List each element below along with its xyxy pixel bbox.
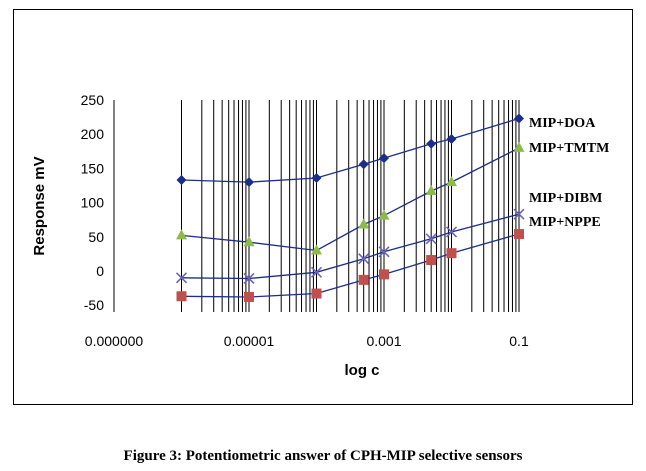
data-point [513, 141, 525, 152]
data-point [176, 175, 187, 186]
data-point [311, 244, 322, 255]
data-point-stroke [358, 253, 370, 265]
data-point-stroke [425, 233, 437, 245]
series-labels: MIP+DOA MIP+TMTM MIP+DIBM MIP+NPPE [529, 116, 609, 230]
series-label: MIP+TMTM [529, 141, 609, 156]
data-point [358, 218, 370, 229]
data-point [311, 288, 322, 299]
y-tick-label: 150 [81, 160, 105, 176]
data-point [379, 269, 389, 280]
y-tick-label: 50 [88, 229, 104, 245]
series-line [181, 213, 520, 280]
data-point [426, 138, 437, 149]
data-point [379, 153, 389, 164]
y-tick-labels: 250 200 150 100 50 0 -50 [81, 92, 105, 313]
x-axis-title: log c [344, 362, 379, 379]
chart-frame: 250 200 150 100 50 0 -50 0.000000 0.00001 0.001 0… [13, 9, 633, 405]
x-tick-label: 0.00001 [224, 333, 275, 349]
x-tick-label: 0.000000 [85, 333, 144, 349]
data-point [378, 209, 390, 220]
y-axis-title: Response mV [31, 156, 48, 255]
data-point [426, 255, 437, 266]
y-tick-label: 0 [96, 263, 104, 279]
data-point-stroke [378, 246, 390, 258]
y-tick-label: 200 [81, 126, 105, 142]
data-point-stroke [445, 226, 458, 238]
series-line [181, 233, 520, 298]
figure-caption: Figure 3: Potentiometric answer of CPH-M… [123, 448, 523, 464]
series-line [181, 117, 520, 183]
series-label: MIP+DIBM [529, 191, 602, 206]
data-point [446, 133, 457, 144]
data-point [358, 253, 370, 265]
data-point [243, 236, 255, 247]
data-point [358, 274, 369, 285]
x-tick-labels: 0.000000 0.00001 0.001 0.1 [85, 333, 529, 349]
data-point [358, 159, 369, 170]
series-label: MIP+NPPE [529, 215, 601, 230]
data-point-stroke [175, 272, 188, 284]
grid-lines [181, 100, 520, 312]
data-point [514, 229, 524, 240]
data-point [244, 291, 254, 302]
data-point [378, 246, 390, 258]
data-point [445, 226, 458, 238]
x-tick-label: 0.1 [509, 333, 529, 349]
x-tick-label: 0.001 [366, 333, 401, 349]
data-point [446, 248, 457, 259]
data-point [446, 176, 457, 187]
data-point [175, 272, 188, 284]
series-layer [175, 113, 525, 302]
y-tick-label: 100 [81, 195, 105, 211]
y-tick-label: -50 [84, 297, 104, 313]
data-point [176, 229, 187, 240]
data-point [514, 113, 524, 124]
data-point [311, 172, 322, 183]
data-point-stroke [243, 272, 255, 285]
data-point [513, 208, 525, 220]
series-label: MIP+DOA [529, 116, 596, 131]
data-point [176, 291, 187, 302]
data-point [243, 272, 255, 285]
data-point-stroke [310, 266, 323, 278]
data-point [310, 266, 323, 278]
series-line [181, 147, 520, 252]
data-point [244, 177, 254, 188]
y-tick-label: 250 [81, 92, 105, 108]
data-point [425, 184, 437, 195]
data-point [425, 233, 437, 245]
data-point-stroke [513, 208, 525, 220]
